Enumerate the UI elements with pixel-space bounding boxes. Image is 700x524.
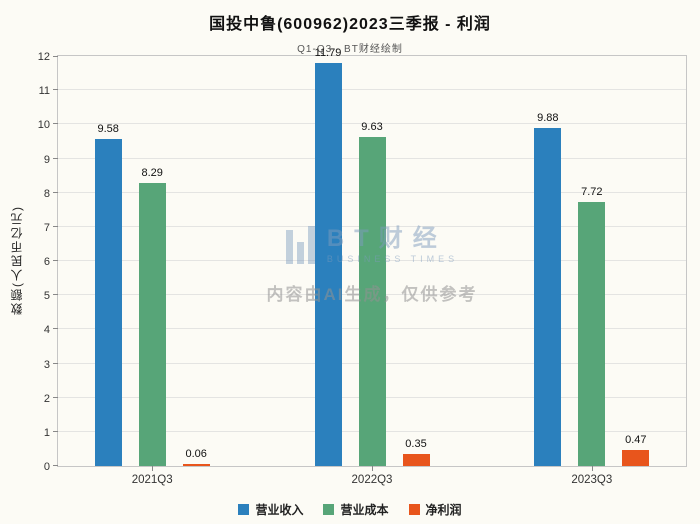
bar-净利润-2021Q3 [182,463,210,466]
bar-value-label: 8.29 [141,166,163,179]
y-tick-label: 3 [43,358,50,371]
bar-value-label: 0.35 [405,438,427,451]
legend-label: 营业成本 [340,503,389,517]
y-tick-label: 2 [43,392,50,405]
y-tick-label: 10 [37,119,50,132]
y-tick-mark [53,225,58,227]
gridline [58,123,686,125]
bar-净利润-2022Q3 [402,454,430,466]
y-tick-label: 6 [43,256,50,268]
y-tick-mark [53,157,58,159]
y-tick-label: 4 [43,324,50,337]
legend-swatch-icon [408,504,420,515]
y-tick-mark [53,260,58,261]
x-tick-label: 2022Q3 [351,474,393,486]
x-tick-mark [591,466,593,471]
x-tick-mark [372,466,373,471]
y-tick-mark [53,328,58,330]
bar-营业成本-2023Q3 [578,202,606,466]
bar-value-label: 9.58 [97,122,119,135]
legend: 营业收入 营业成本 净利润 [0,501,700,518]
bar-营业成本-2021Q3 [138,182,166,466]
legend-item-营业成本: 营业成本 [323,501,389,518]
y-tick-mark [53,56,58,57]
y-tick-label: 1 [43,426,50,439]
bar-value-label: 0.06 [185,447,207,460]
y-tick-label: 5 [43,290,50,303]
bt-logo-bars-icon [285,226,315,265]
bar-营业成本-2022Q3 [358,136,386,466]
bar-营业收入-2023Q3 [534,128,562,466]
chart-subtitle: Q1-Q3 - BT财经绘制 [297,44,403,55]
legend-item-营业收入: 营业收入 [238,501,303,518]
watermark-brand: BT财经 [326,225,447,252]
legend-item-净利润: 净利润 [408,501,462,518]
bar-value-label: 7.72 [581,186,603,199]
y-tick-mark [53,294,58,296]
bar-value-label: 9.88 [537,112,559,125]
y-tick-mark [53,430,58,432]
y-tick-mark [53,465,58,466]
x-tick-label: 2021Q3 [131,474,173,486]
y-axis-label: 数额(人民币亿元) [10,205,24,315]
y-tick-mark [53,89,58,91]
bar-value-label: 0.47 [625,433,647,446]
x-tick-label: 2023Q3 [571,474,613,486]
y-tick-label: 11 [38,85,50,98]
y-tick-mark [53,191,58,193]
gridline [58,89,686,91]
y-tick-mark [53,123,58,125]
bar-value-label: 11.79 [314,47,342,60]
y-tick-label: 7 [43,221,50,234]
legend-swatch-icon [323,504,335,515]
x-tick-mark [152,466,154,471]
y-tick-mark [53,396,58,398]
legend-swatch-icon [238,504,250,515]
y-tick-label: 8 [43,187,50,200]
bar-营业收入-2021Q3 [94,138,122,466]
y-tick-label: 0 [43,461,50,473]
chart-title: 国投中鲁(600962)2023三季报 - 利润 [209,16,491,33]
legend-label: 净利润 [425,503,462,517]
legend-label: 营业收入 [255,503,304,517]
y-tick-mark [53,362,58,364]
y-tick-label: 12 [37,51,50,63]
bar-value-label: 9.63 [361,120,383,133]
bar-净利润-2023Q3 [622,449,650,466]
y-tick-label: 9 [43,153,50,166]
bar-营业收入-2022Q3 [314,63,342,466]
